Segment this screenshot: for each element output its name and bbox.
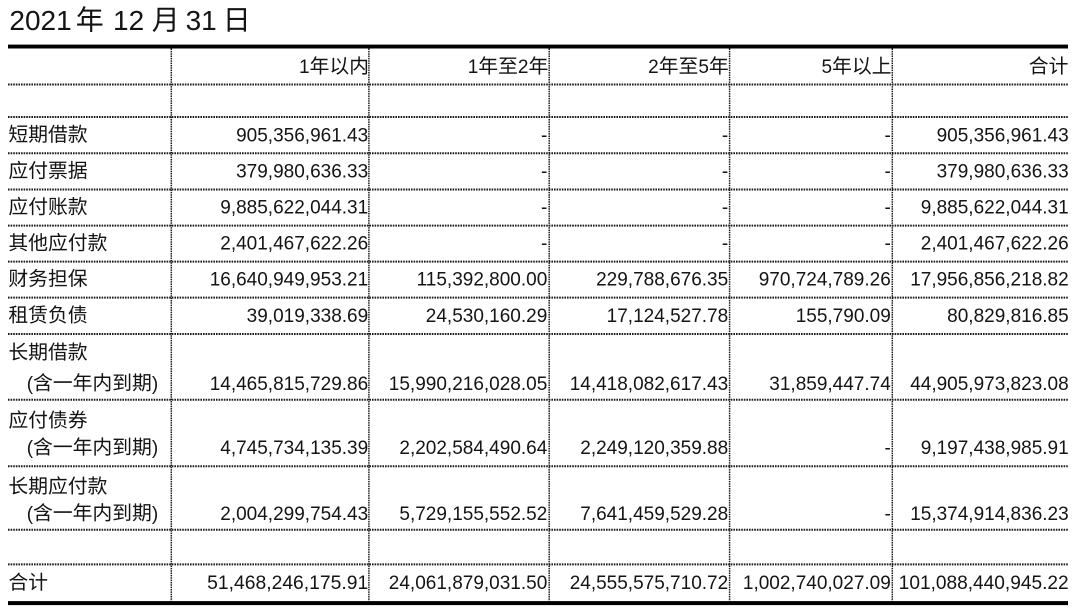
svg-text:9,885,622,044.31: 9,885,622,044.31 [921, 198, 1069, 219]
svg-text:7,641,459,529.28: 7,641,459,529.28 [580, 504, 728, 525]
svg-text:5: 5 [698, 57, 709, 78]
svg-text:15,990,216,028.05: 15,990,216,028.05 [389, 374, 548, 395]
svg-text:24,555,575,710.72: 24,555,575,710.72 [570, 573, 729, 594]
svg-text:9,197,438,985.91: 9,197,438,985.91 [921, 438, 1069, 459]
svg-text:16,640,949,953.21: 16,640,949,953.21 [210, 270, 369, 291]
svg-text:379,980,636.33: 379,980,636.33 [236, 162, 368, 183]
svg-text:12: 12 [113, 5, 144, 36]
svg-text:17,956,856,218.82: 17,956,856,218.82 [910, 270, 1069, 291]
svg-text:-: - [722, 198, 728, 219]
svg-text:-: - [722, 162, 728, 183]
svg-text:1,002,740,027.09: 1,002,740,027.09 [743, 573, 891, 594]
svg-text:2: 2 [648, 57, 659, 78]
svg-text:14,418,082,617.43: 14,418,082,617.43 [570, 374, 729, 395]
svg-text:155,790.09: 155,790.09 [796, 306, 891, 327]
svg-text:2,249,120,359.88: 2,249,120,359.88 [580, 438, 728, 459]
svg-text:24,530,160.29: 24,530,160.29 [426, 306, 548, 327]
svg-text:-: - [884, 234, 890, 255]
svg-text:-: - [541, 234, 547, 255]
svg-text:44,905,973,823.08: 44,905,973,823.08 [910, 374, 1069, 395]
svg-text:115,392,800.00: 115,392,800.00 [417, 270, 548, 291]
svg-text:970,724,789.26: 970,724,789.26 [759, 270, 891, 291]
svg-text:(: ( [27, 374, 34, 395]
svg-text:-: - [541, 125, 547, 146]
svg-text:4,745,734,135.39: 4,745,734,135.39 [220, 438, 368, 459]
svg-text:5,729,155,552.52: 5,729,155,552.52 [399, 504, 547, 525]
svg-text:2,202,584,490.64: 2,202,584,490.64 [399, 438, 547, 459]
svg-text:39,019,338.69: 39,019,338.69 [247, 306, 369, 327]
svg-text:905,356,961.43: 905,356,961.43 [937, 125, 1069, 146]
svg-text:17,124,527.78: 17,124,527.78 [607, 306, 729, 327]
svg-text:-: - [541, 198, 547, 219]
svg-text:1: 1 [299, 57, 310, 78]
svg-text:2,004,299,754.43: 2,004,299,754.43 [220, 504, 368, 525]
svg-text:905,356,961.43: 905,356,961.43 [236, 125, 368, 146]
svg-text:): ) [152, 438, 158, 459]
svg-text:14,465,815,729.86: 14,465,815,729.86 [210, 374, 369, 395]
svg-text:-: - [541, 162, 547, 183]
svg-text:2: 2 [518, 57, 529, 78]
svg-text:): ) [152, 504, 158, 525]
svg-text:24,061,879,031.50: 24,061,879,031.50 [389, 573, 548, 594]
svg-text:2021: 2021 [9, 5, 71, 36]
svg-text:-: - [884, 125, 890, 146]
svg-text:-: - [722, 234, 728, 255]
svg-text:31,859,447.74: 31,859,447.74 [769, 374, 891, 395]
svg-text:1: 1 [468, 57, 479, 78]
svg-text:2,401,467,622.26: 2,401,467,622.26 [921, 234, 1069, 255]
svg-text:229,788,676.35: 229,788,676.35 [596, 270, 728, 291]
svg-text:31: 31 [186, 5, 217, 36]
svg-text:5: 5 [822, 57, 833, 78]
svg-text:15,374,914,836.23: 15,374,914,836.23 [910, 504, 1069, 525]
svg-text:2,401,467,622.26: 2,401,467,622.26 [220, 234, 368, 255]
svg-text:(: ( [27, 504, 34, 525]
svg-text:-: - [884, 198, 890, 219]
svg-text:-: - [884, 438, 890, 459]
svg-text:-: - [884, 162, 890, 183]
svg-text:(: ( [27, 438, 34, 459]
svg-text:9,885,622,044.31: 9,885,622,044.31 [220, 198, 368, 219]
svg-text:101,088,440,945.22: 101,088,440,945.22 [899, 573, 1069, 594]
svg-text:-: - [884, 504, 890, 525]
svg-text:-: - [722, 125, 728, 146]
svg-text:80,829,816.85: 80,829,816.85 [947, 306, 1069, 327]
svg-text:51,468,246,175.91: 51,468,246,175.91 [207, 573, 368, 594]
svg-text:379,980,636.33: 379,980,636.33 [937, 162, 1069, 183]
svg-text:): ) [152, 374, 158, 395]
